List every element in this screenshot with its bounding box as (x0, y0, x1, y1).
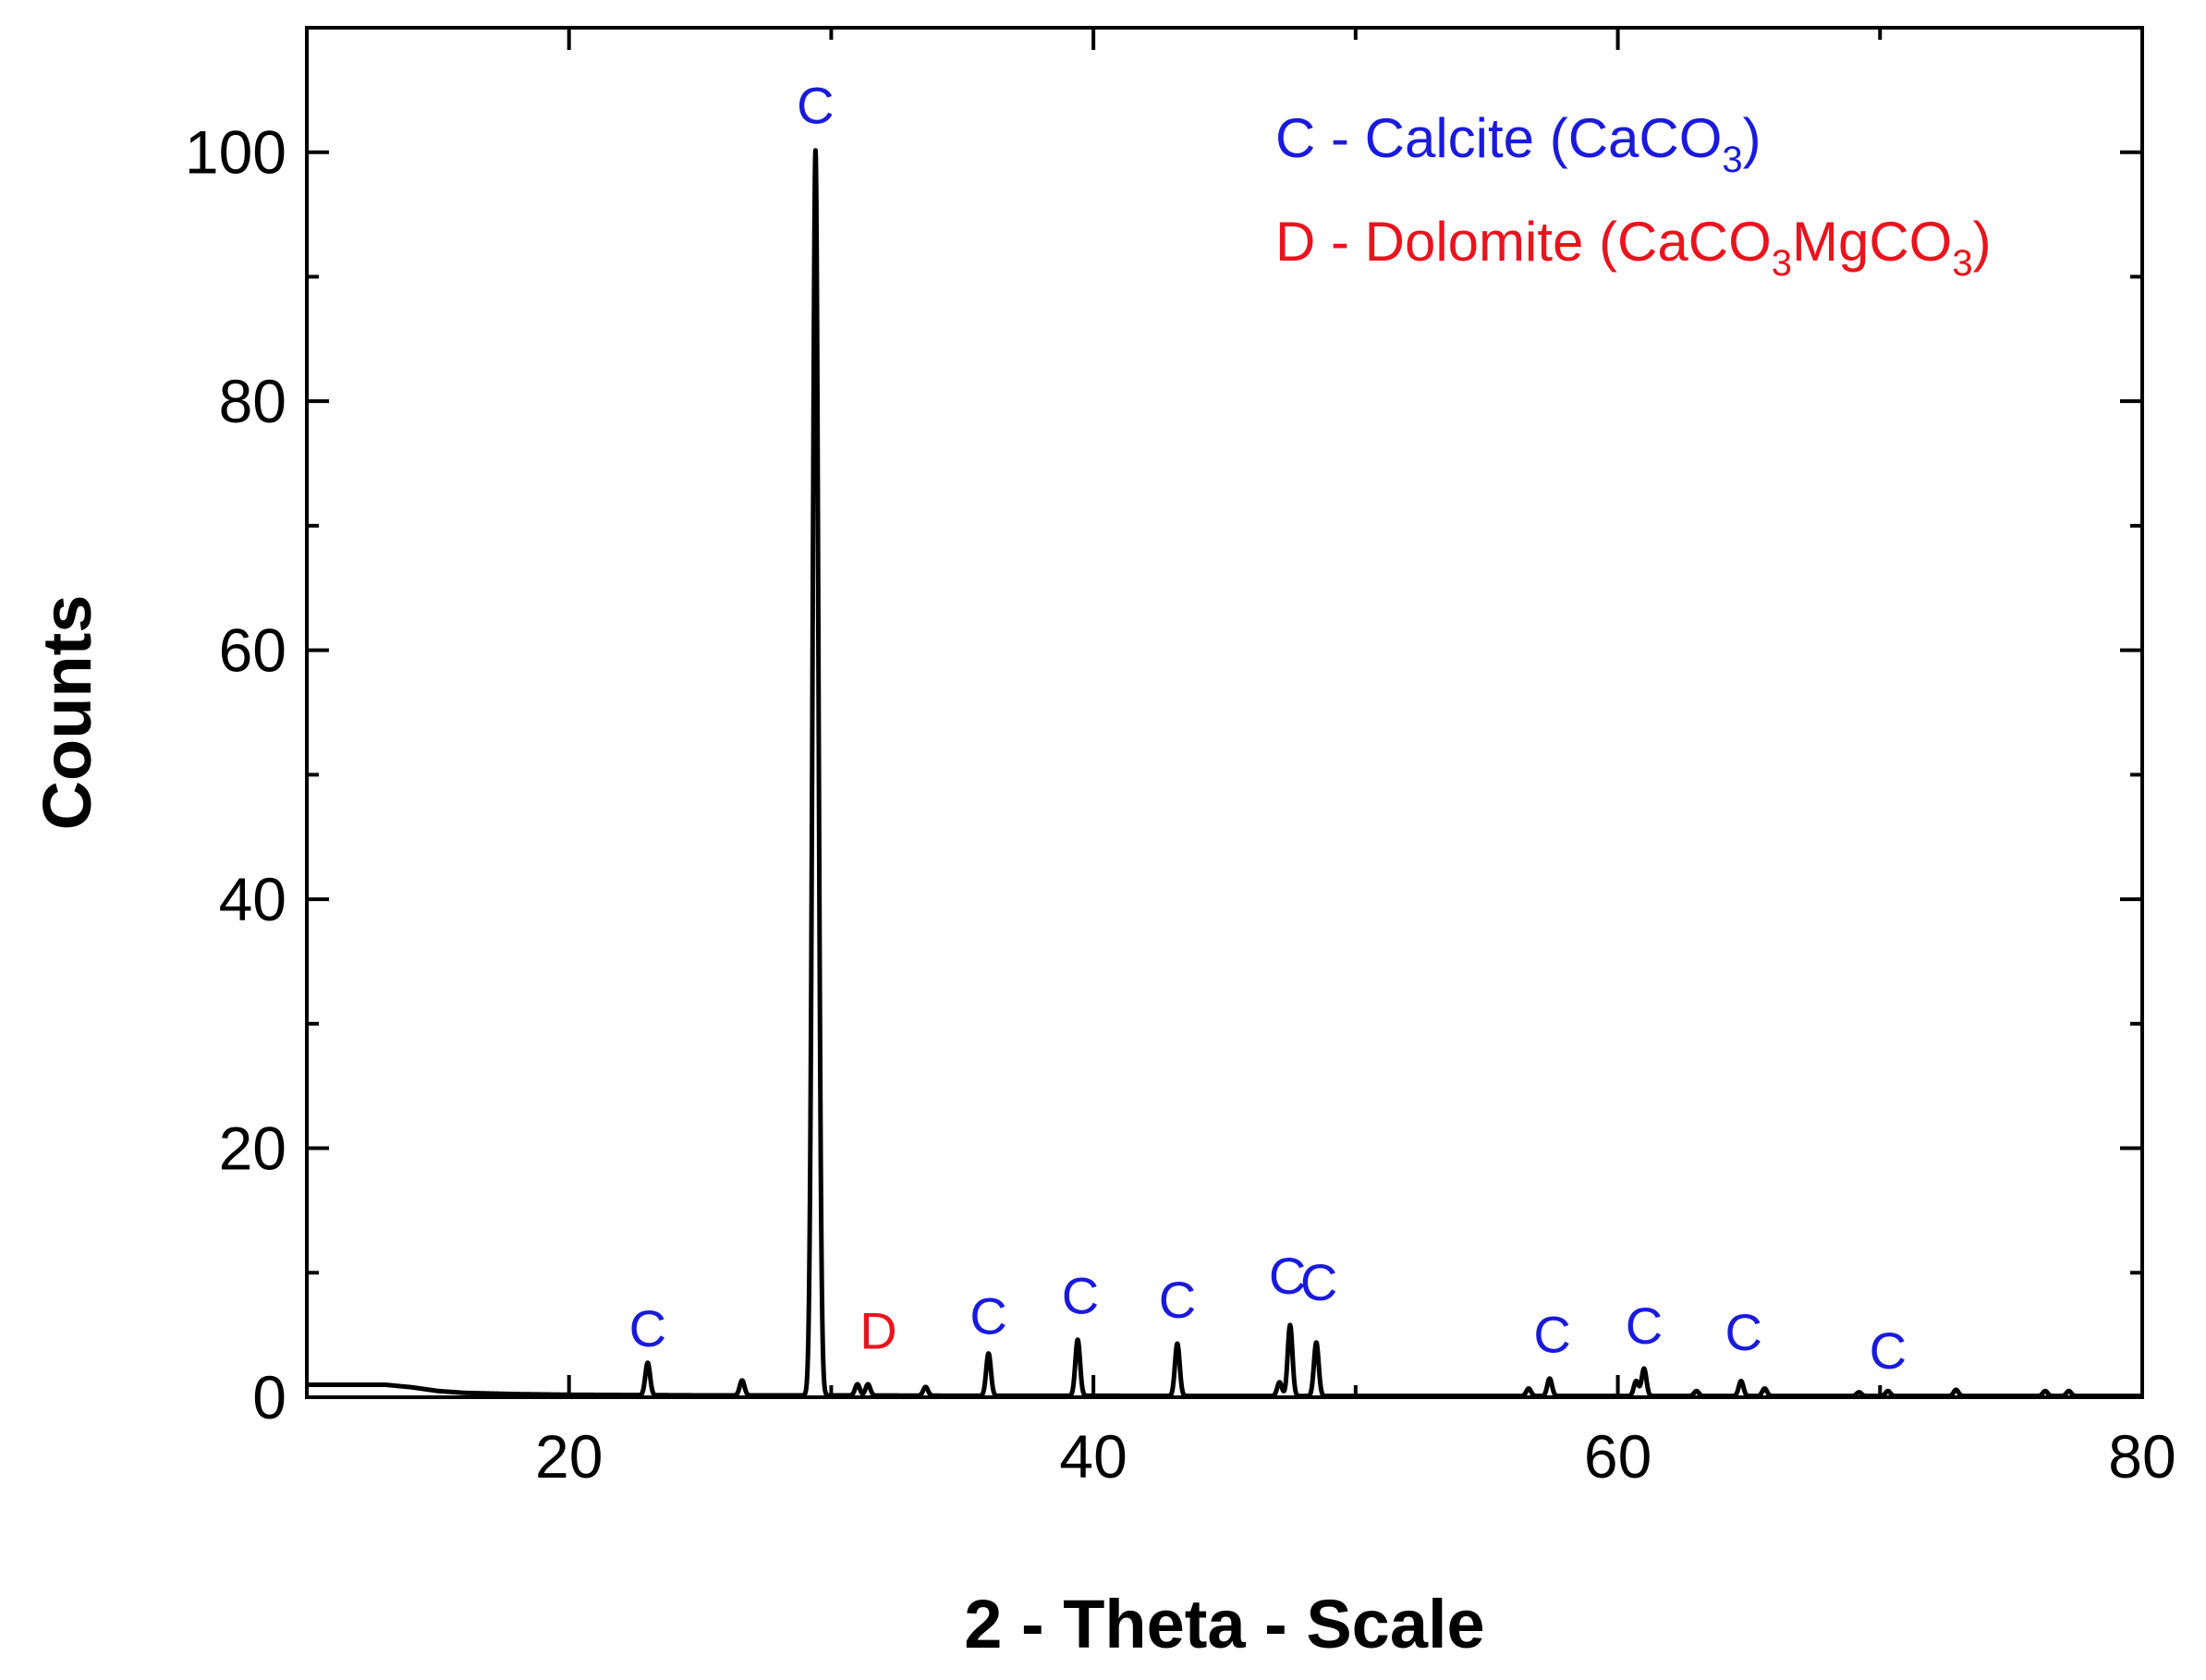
legend-entry-calcite: C - Calcite (CaCO3) (1275, 107, 1761, 180)
axis-ticks: 20 40 60 80 0 20 40 60 80 100 (185, 26, 2176, 1491)
peak-label-calcite: C (1062, 1267, 1099, 1325)
peak-label-calcite: C (1159, 1271, 1196, 1329)
y-tick-label: 40 (219, 865, 286, 933)
x-tick-label: 20 (535, 1422, 603, 1491)
peak-label-calcite: C (797, 77, 834, 135)
legend: C - Calcite (CaCO3) D - Dolomite (CaCO3Mg… (1275, 107, 1992, 284)
x-tick-label: 60 (1584, 1422, 1651, 1491)
peak-label-calcite: C (1870, 1321, 1907, 1380)
y-tick-label: 80 (219, 367, 286, 435)
y-tick-label: 20 (219, 1114, 286, 1183)
peak-label-calcite: C (629, 1299, 666, 1357)
peak-label-calcite: C (1725, 1303, 1762, 1361)
peak-label-calcite: C (1269, 1247, 1306, 1305)
peak-label-calcite: C (969, 1286, 1006, 1345)
x-tick-label: 80 (2108, 1422, 2176, 1491)
y-tick-label: 60 (219, 616, 286, 685)
peak-label-calcite: C (1533, 1305, 1570, 1363)
legend-entry-dolomite: D - Dolomite (CaCO3MgCO3) (1275, 211, 1992, 284)
y-tick-label: 0 (252, 1363, 286, 1431)
peak-label-calcite: C (1626, 1297, 1663, 1355)
plot-frame (305, 26, 2144, 1399)
peak-label-dolomite: D (859, 1301, 896, 1359)
peak-label-calcite: C (1300, 1253, 1337, 1311)
x-tick-label: 40 (1059, 1422, 1127, 1491)
x-axis-title: 2 - Theta - Scale (964, 1586, 1484, 1662)
y-tick-label: 100 (185, 118, 286, 187)
y-axis-title: Counts (29, 595, 105, 831)
peak-labels: CCD C C C CCC C C C (629, 77, 1907, 1380)
